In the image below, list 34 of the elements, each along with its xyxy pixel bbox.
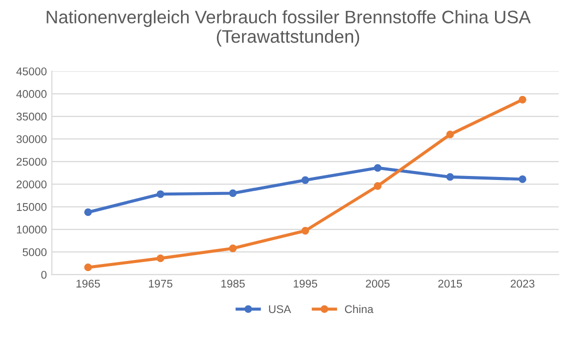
point [518,175,526,184]
chart-title: Nationenvergleich Verbrauch fossiler Brennstoffe China USA (Terawattstunden) [46,10,531,46]
point [446,173,454,181]
x-tick-label: 1995 [294,280,318,288]
x-tick-label: 2015 [438,280,462,288]
point [446,130,454,138]
y-tick-label: 15000 [16,203,47,211]
y-tick-label: 10000 [16,226,47,234]
y-tick-label: 40000 [16,90,47,98]
x-tick-label: 2005 [366,280,390,288]
point [374,164,382,172]
y-tick-label: 0 [41,270,47,279]
point [84,264,92,272]
point [229,189,237,198]
y-tick-label: 45000 [16,67,47,76]
point [301,176,310,184]
y-tick-label: 20000 [16,180,47,188]
point [374,182,382,190]
point [156,190,164,198]
x-tick-label: 1965 [76,280,100,288]
x-tick-label: 1985 [221,280,245,288]
y-tick-label: 25000 [16,158,47,166]
legend-label: USA [269,305,292,314]
y-tick-label: 35000 [16,112,47,121]
x-tick-label: 1975 [148,280,172,288]
point [518,96,526,104]
point [301,226,310,235]
legend-label: China [344,304,374,314]
point [229,244,237,252]
y-tick-label: 5000 [22,248,47,256]
y-tick-label: 30000 [16,135,47,144]
point [84,208,92,216]
point [156,254,164,262]
x-tick-label: 2023 [510,280,534,288]
